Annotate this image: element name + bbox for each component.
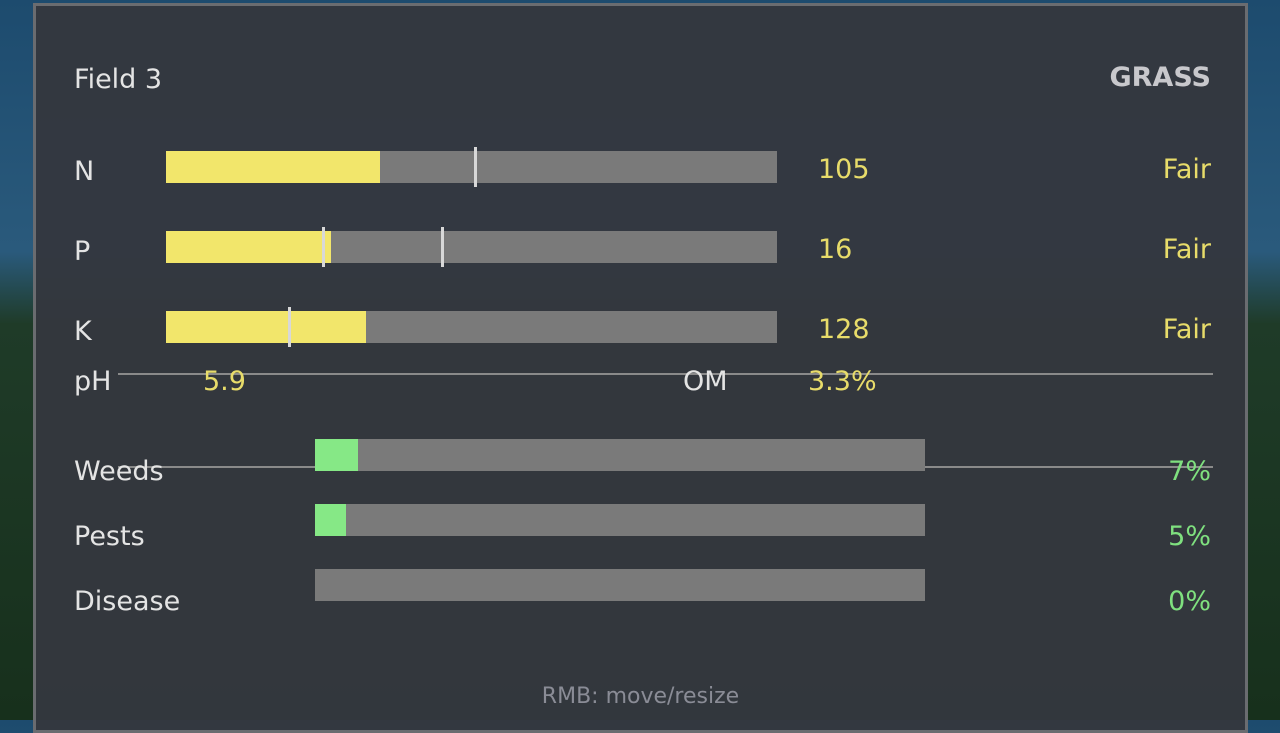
threat-value: 5% bbox=[1168, 521, 1211, 552]
threat-label: Disease bbox=[74, 586, 181, 617]
nutrient-bar bbox=[166, 227, 777, 267]
om-label: OM bbox=[683, 366, 728, 397]
nutrient-value: 128 bbox=[818, 314, 870, 345]
threat-label: Pests bbox=[74, 521, 145, 552]
hint-text: RMB: move/resize bbox=[541, 684, 740, 709]
ph-value: 5.9 bbox=[203, 366, 246, 397]
ph-label: pH bbox=[74, 366, 112, 397]
threat-value: 0% bbox=[1168, 586, 1211, 617]
threat-label: Weeds bbox=[74, 456, 164, 487]
threat-bar-fill bbox=[315, 504, 346, 536]
nutrient-label: N bbox=[74, 156, 95, 187]
nutrient-value: 105 bbox=[818, 154, 870, 185]
field-info-panel[interactable]: Field 3 GRASS N 105 Fair P 16 Fair K 128… bbox=[33, 3, 1248, 733]
target-marker bbox=[473, 147, 477, 187]
nutrient-bar bbox=[166, 307, 777, 347]
threat-bar bbox=[315, 439, 925, 471]
om-value: 3.3% bbox=[808, 366, 877, 397]
threat-bar-fill bbox=[315, 439, 358, 471]
nutrient-bar-fill bbox=[166, 151, 380, 183]
target-marker bbox=[321, 227, 325, 267]
field-title: Field 3 bbox=[74, 64, 163, 95]
nutrient-label: K bbox=[74, 316, 92, 347]
threat-value: 7% bbox=[1168, 456, 1211, 487]
nutrient-label: P bbox=[74, 236, 91, 267]
threat-bar bbox=[315, 504, 925, 536]
nutrient-status: Fair bbox=[1162, 234, 1211, 265]
divider-line bbox=[118, 373, 1213, 375]
nutrient-status: Fair bbox=[1162, 154, 1211, 185]
nutrient-bar bbox=[166, 147, 777, 187]
nutrient-bar-fill bbox=[166, 311, 366, 343]
target-marker bbox=[288, 307, 292, 347]
target-marker bbox=[440, 227, 444, 267]
nutrient-bar-fill bbox=[166, 231, 331, 263]
nutrient-value: 16 bbox=[818, 234, 853, 265]
nutrient-status: Fair bbox=[1162, 314, 1211, 345]
crop-label: GRASS bbox=[1109, 62, 1211, 93]
threat-bar bbox=[315, 569, 925, 601]
